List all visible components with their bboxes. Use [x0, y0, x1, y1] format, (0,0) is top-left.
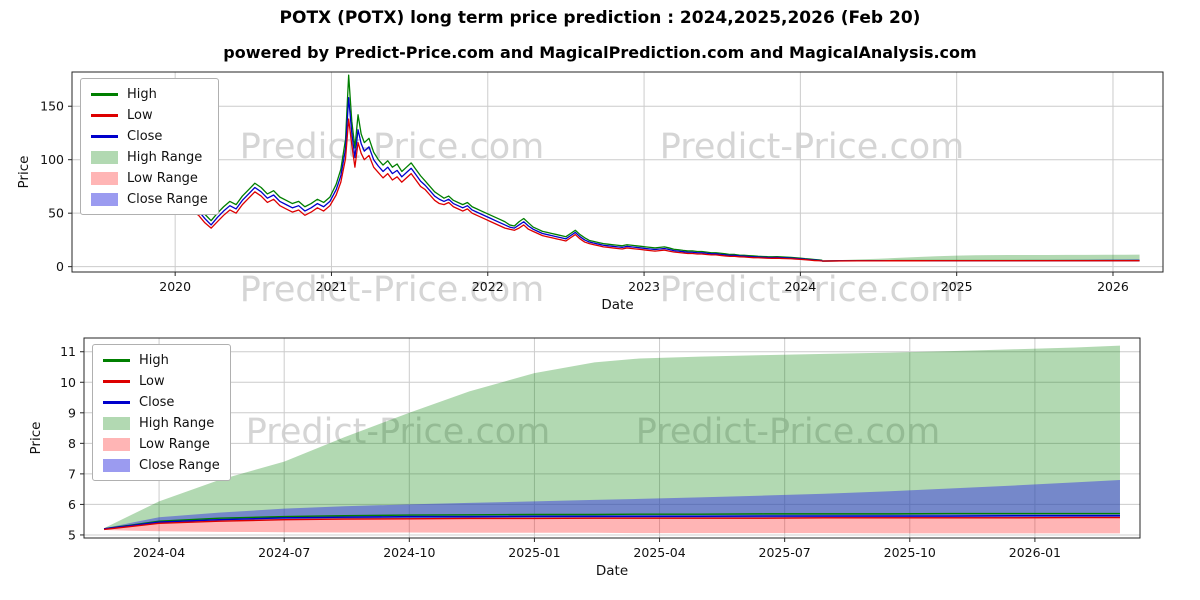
- close-range-patch-swatch: [103, 458, 130, 472]
- x-tick-label: 2021: [316, 279, 348, 294]
- chart-subtitle: powered by Predict-Price.com and Magical…: [223, 43, 977, 62]
- x-tick-label: 2022: [472, 279, 504, 294]
- x-tick-label: 2024-04: [133, 545, 185, 560]
- high-range-patch-swatch: [91, 150, 118, 164]
- high-range-band: [104, 345, 1120, 530]
- y-tick-label: 0: [56, 259, 64, 274]
- legend-label-close: Close: [139, 394, 175, 410]
- x-tick-label: 2024: [784, 279, 816, 294]
- watermark-text: Predict-Price.com: [240, 127, 544, 167]
- x-tick-label: 2024-07: [258, 545, 310, 560]
- bottom-chart: 2024-04 2024-07 2024-10 2025-01 2025-04 2025-…: [28, 337, 1141, 579]
- y-tick-label: 11: [60, 344, 76, 359]
- plot-frame: [71, 71, 1164, 273]
- x-axis-label: Date: [601, 297, 633, 313]
- watermark-text: Predict-Price.com: [240, 270, 544, 310]
- y-tick-label: 8: [68, 436, 76, 451]
- history-high-line: [123, 74, 823, 261]
- legend-item-low-range: Low Range: [103, 436, 220, 452]
- y-tick-label: 7: [68, 466, 76, 481]
- x-tick-label: 2026: [1097, 279, 1129, 294]
- legend-item-high: High: [103, 352, 220, 368]
- forecast-low-line: [103, 516, 1120, 531]
- legend-item-low-range: Low Range: [91, 170, 208, 186]
- legend-item-close-range: Close Range: [91, 191, 208, 207]
- close-line-swatch: [91, 134, 118, 138]
- y-axis-label: Price: [16, 156, 32, 189]
- legend-label-low: Low: [127, 107, 153, 123]
- plot-frame: [83, 337, 1141, 539]
- x-tick-label: 2026-01: [1009, 545, 1061, 560]
- chart-title: POTX (POTX) long term price prediction :…: [279, 8, 921, 28]
- legend-top-chart: High Low Close High Range Low Range Clos…: [80, 78, 219, 215]
- y-tick-label: 100: [40, 152, 64, 167]
- legend-bottom-chart: High Low Close High Range Low Range Clos…: [92, 344, 231, 481]
- x-tick-label: 2020: [159, 279, 191, 294]
- close-range-patch-swatch: [91, 192, 118, 206]
- y-tick-label: 9: [68, 405, 76, 420]
- legend-item-high-range: High Range: [91, 149, 208, 165]
- watermark-text: Predict-Price.com: [660, 270, 964, 310]
- high-range-band: [822, 254, 1140, 262]
- x-tick-label: 2025-01: [508, 545, 560, 560]
- legend-item-high-range: High Range: [103, 415, 220, 431]
- legend-item-low: Low: [103, 373, 220, 389]
- legend-item-close: Close: [91, 128, 208, 144]
- low-range-band: [104, 517, 1120, 534]
- watermark-text: Predict-Price.com: [246, 412, 550, 452]
- legend-label-close-range: Close Range: [139, 457, 220, 473]
- x-tick-label: 2025: [941, 279, 973, 294]
- high-line-swatch: [91, 92, 118, 96]
- y-tick-label: 50: [48, 206, 64, 221]
- close-line-swatch: [103, 400, 130, 404]
- history-close-line: [123, 97, 823, 262]
- x-tick-label: 2023: [628, 279, 660, 294]
- x-axis-label: Date: [596, 563, 628, 579]
- x-tick-label: 2025-07: [759, 545, 811, 560]
- y-axis-label: Price: [28, 422, 44, 455]
- legend-item-close: Close: [103, 394, 220, 410]
- watermark-text: Predict-Price.com: [636, 412, 940, 452]
- y-tick-label: 150: [40, 99, 64, 114]
- y-tick-label: 10: [60, 375, 76, 390]
- legend-label-low-range: Low Range: [139, 436, 210, 452]
- history-low-line: [123, 114, 823, 262]
- forecast-close-line: [103, 515, 1120, 530]
- watermark-text: Predict-Price.com: [660, 127, 964, 167]
- legend-label-close-range: Close Range: [127, 191, 208, 207]
- high-range-patch-swatch: [103, 416, 130, 430]
- low-range-patch-swatch: [103, 437, 130, 451]
- legend-label-low-range: Low Range: [127, 170, 198, 186]
- low-line-swatch: [103, 379, 130, 383]
- legend-label-low: Low: [139, 373, 165, 389]
- forecast-high-line: [103, 512, 1120, 530]
- high-line-swatch: [103, 358, 130, 362]
- legend-label-high-range: High Range: [127, 149, 203, 165]
- legend-item-low: Low: [91, 107, 208, 123]
- y-tick-label: 6: [68, 497, 76, 512]
- legend-label-high: High: [139, 352, 169, 368]
- legend-item-high: High: [91, 86, 208, 102]
- x-tick-label: 2024-10: [383, 545, 435, 560]
- x-tick-label: 2025-10: [884, 545, 936, 560]
- low-line-swatch: [91, 113, 118, 117]
- legend-label-high: High: [127, 86, 157, 102]
- top-chart: 2020 2021 2022 2023 2024 2025 2026 0 50 100 150 Dat…: [16, 71, 1164, 313]
- low-range-patch-swatch: [91, 171, 118, 185]
- y-tick-label: 5: [68, 527, 76, 542]
- legend-label-high-range: High Range: [139, 415, 215, 431]
- legend-item-close-range: Close Range: [103, 457, 220, 473]
- x-tick-label: 2025-04: [633, 545, 685, 560]
- legend-label-close: Close: [127, 128, 163, 144]
